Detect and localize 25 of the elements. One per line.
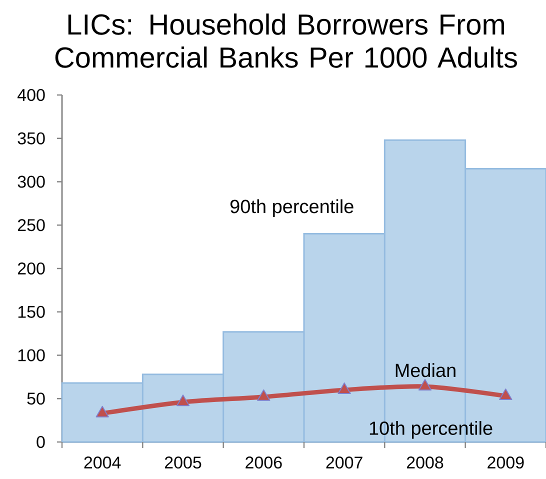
y-tick-label: 350 [18, 132, 45, 144]
chart-title: LICs: Household Borrowers From Commercial Banks Per 1000 Adults [55, 14, 517, 68]
y-tick-label: 200 [18, 262, 45, 275]
y-tick-label: 250 [18, 219, 45, 232]
x-tick-label: 2005 [164, 456, 202, 469]
y-tick-label: 0 [36, 436, 45, 448]
point [499, 388, 512, 400]
annotation: 10th percentile [370, 420, 492, 439]
series-label: Median [396, 363, 456, 378]
x-tick-label: 2004 [84, 456, 121, 469]
x-tick-label: 2006 [246, 456, 282, 469]
x-tick-label: 2007 [326, 456, 362, 469]
x-tick-label: 2008 [406, 456, 444, 469]
x-tick-label: 2009 [488, 456, 524, 469]
y-tick-label: 150 [18, 306, 45, 318]
point [418, 378, 432, 390]
point [176, 394, 190, 406]
y-tick-label: 400 [18, 88, 45, 102]
point [338, 382, 351, 394]
point [257, 389, 270, 401]
point [96, 406, 109, 418]
y-tick-label: 100 [18, 349, 45, 362]
y-tick-label: 50 [27, 392, 45, 405]
series-label: 90th percentile [230, 199, 354, 217]
y-tick-label: 300 [18, 176, 45, 188]
